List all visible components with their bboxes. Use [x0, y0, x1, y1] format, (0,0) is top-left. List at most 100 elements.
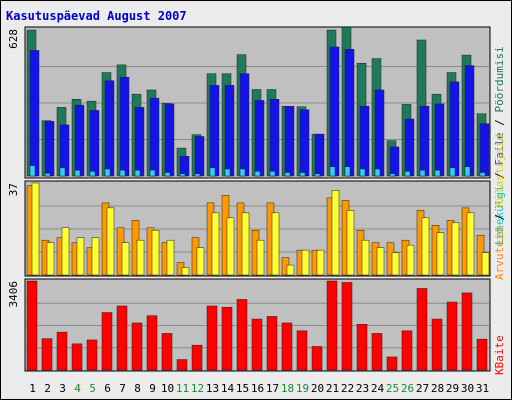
kbytes-bar-day-27	[416, 288, 428, 371]
visitors-bar-day-3	[61, 227, 70, 276]
files-bar-day-17	[269, 99, 280, 177]
legend-top-part: Lehekülgi	[493, 185, 506, 245]
kbytes-bar-day-29	[446, 301, 458, 371]
visitors-bar-day-2	[46, 242, 55, 276]
visitors-bar-day-30	[466, 212, 475, 276]
pages-bar-day-13	[209, 167, 216, 177]
x-tick-label-day-26: 26	[401, 382, 414, 395]
kbytes-bar-day-24	[371, 333, 383, 371]
visitors-bar-day-11	[181, 267, 190, 276]
kbytes-bar-day-17	[266, 316, 278, 371]
visitors-bar-day-14	[226, 217, 235, 276]
x-tick-label-day-8: 8	[134, 382, 141, 395]
pages-bar-day-12	[194, 173, 201, 177]
x-tick-label-day-19: 19	[296, 382, 309, 395]
x-tick-label-day-3: 3	[59, 382, 66, 395]
visitors-bar-day-13	[211, 212, 220, 276]
visitors-bar-day-26	[406, 244, 415, 276]
visitors-bar-day-16	[256, 239, 265, 276]
x-tick-label-day-7: 7	[119, 382, 126, 395]
kbytes-bar-day-10	[161, 333, 173, 371]
pages-bar-day-5	[89, 171, 96, 177]
kbytes-bar-day-22	[341, 282, 353, 371]
pages-bar-day-11	[179, 173, 186, 177]
files-bar-day-19	[299, 109, 310, 177]
x-tick-label-day-23: 23	[356, 382, 369, 395]
kbytes-bar-day-12	[191, 344, 203, 371]
panel-middle: 37	[7, 180, 491, 277]
visitors-bar-day-27	[421, 217, 430, 276]
files-bar-day-8	[134, 107, 145, 177]
x-tick-label-day-5: 5	[89, 382, 96, 395]
files-bar-day-31	[479, 123, 490, 177]
x-tick-label-day-14: 14	[221, 382, 235, 395]
x-tick-label-day-11: 11	[176, 382, 189, 395]
files-bar-day-25	[389, 146, 400, 177]
files-bar-day-21	[329, 46, 340, 177]
files-bar-day-7	[119, 76, 130, 177]
kbytes-bar-day-4	[71, 343, 83, 371]
x-tick-label-day-18: 18	[281, 382, 294, 395]
x-axis-labels: 1 2 3 4 5 6 7 8 9 10 11 12 13 14 15 16 17 18 19 20 21 22 23 24 2…	[29, 382, 489, 395]
pages-bar-day-27	[419, 169, 426, 177]
x-tick-label-day-10: 10	[161, 382, 174, 395]
files-bar-day-15	[239, 73, 250, 177]
x-tick-label-day-30: 30	[461, 382, 474, 395]
visitors-bar-day-18	[286, 264, 295, 276]
kbytes-bar-day-8	[131, 322, 143, 371]
x-tick-label-day-13: 13	[206, 382, 219, 395]
kbytes-bar-day-16	[251, 318, 263, 371]
pages-bar-day-22	[344, 166, 351, 177]
visitors-bar-day-28	[436, 232, 445, 276]
files-bar-day-28	[434, 103, 445, 177]
pages-bar-day-24	[374, 168, 381, 177]
legend-bottom-part: KBaite	[493, 335, 506, 375]
pages-bar-day-23	[359, 168, 366, 177]
kbytes-bar-day-30	[461, 292, 473, 371]
legend-middle: Arvuteid / Külastajaid	[493, 134, 506, 280]
pages-bar-day-18	[284, 172, 291, 177]
kbytes-bar-day-3	[56, 331, 68, 371]
visitors-bar-day-4	[76, 237, 85, 276]
visitors-bar-day-19	[301, 249, 310, 276]
files-bar-day-22	[344, 49, 355, 177]
panel-top: 628	[7, 26, 491, 179]
legend-bottom: KBaite	[493, 335, 506, 375]
legend-top-part: /	[493, 113, 506, 133]
y-max-label-bottom: 3406	[7, 281, 20, 308]
pages-bar-day-1	[29, 165, 36, 177]
visitors-bar-day-6	[106, 207, 115, 276]
x-tick-label-day-29: 29	[446, 382, 459, 395]
files-bar-day-9	[149, 97, 160, 177]
files-bar-day-26	[404, 118, 415, 177]
pages-bar-day-15	[239, 168, 246, 177]
files-bar-day-11	[179, 155, 190, 177]
files-bar-day-16	[254, 100, 265, 177]
kbytes-bar-day-21	[326, 280, 338, 371]
x-tick-label-day-1: 1	[29, 382, 36, 395]
files-bar-day-20	[314, 133, 325, 177]
files-bar-day-18	[284, 106, 295, 177]
x-tick-label-day-15: 15	[236, 382, 249, 395]
files-bar-day-2	[44, 121, 55, 177]
x-tick-label-day-28: 28	[431, 382, 444, 395]
pages-bar-day-9	[149, 169, 156, 177]
pages-bar-day-28	[434, 169, 441, 177]
visitors-bar-day-21	[331, 190, 340, 276]
pages-bar-day-20	[314, 173, 321, 177]
kbytes-bar-day-5	[86, 339, 98, 371]
x-tick-label-day-25: 25	[386, 382, 399, 395]
pages-bar-day-26	[404, 171, 411, 177]
visitors-bar-day-25	[391, 252, 400, 276]
pages-bar-day-4	[74, 169, 81, 177]
x-tick-label-day-9: 9	[149, 382, 156, 395]
files-bar-day-1	[29, 50, 40, 177]
kbytes-bar-day-18	[281, 322, 293, 371]
x-tick-label-day-21: 21	[326, 382, 339, 395]
visitors-bar-day-12	[196, 247, 205, 276]
visitors-bar-day-15	[241, 212, 250, 276]
pages-bar-day-19	[299, 172, 306, 177]
pages-bar-day-21	[329, 166, 336, 177]
